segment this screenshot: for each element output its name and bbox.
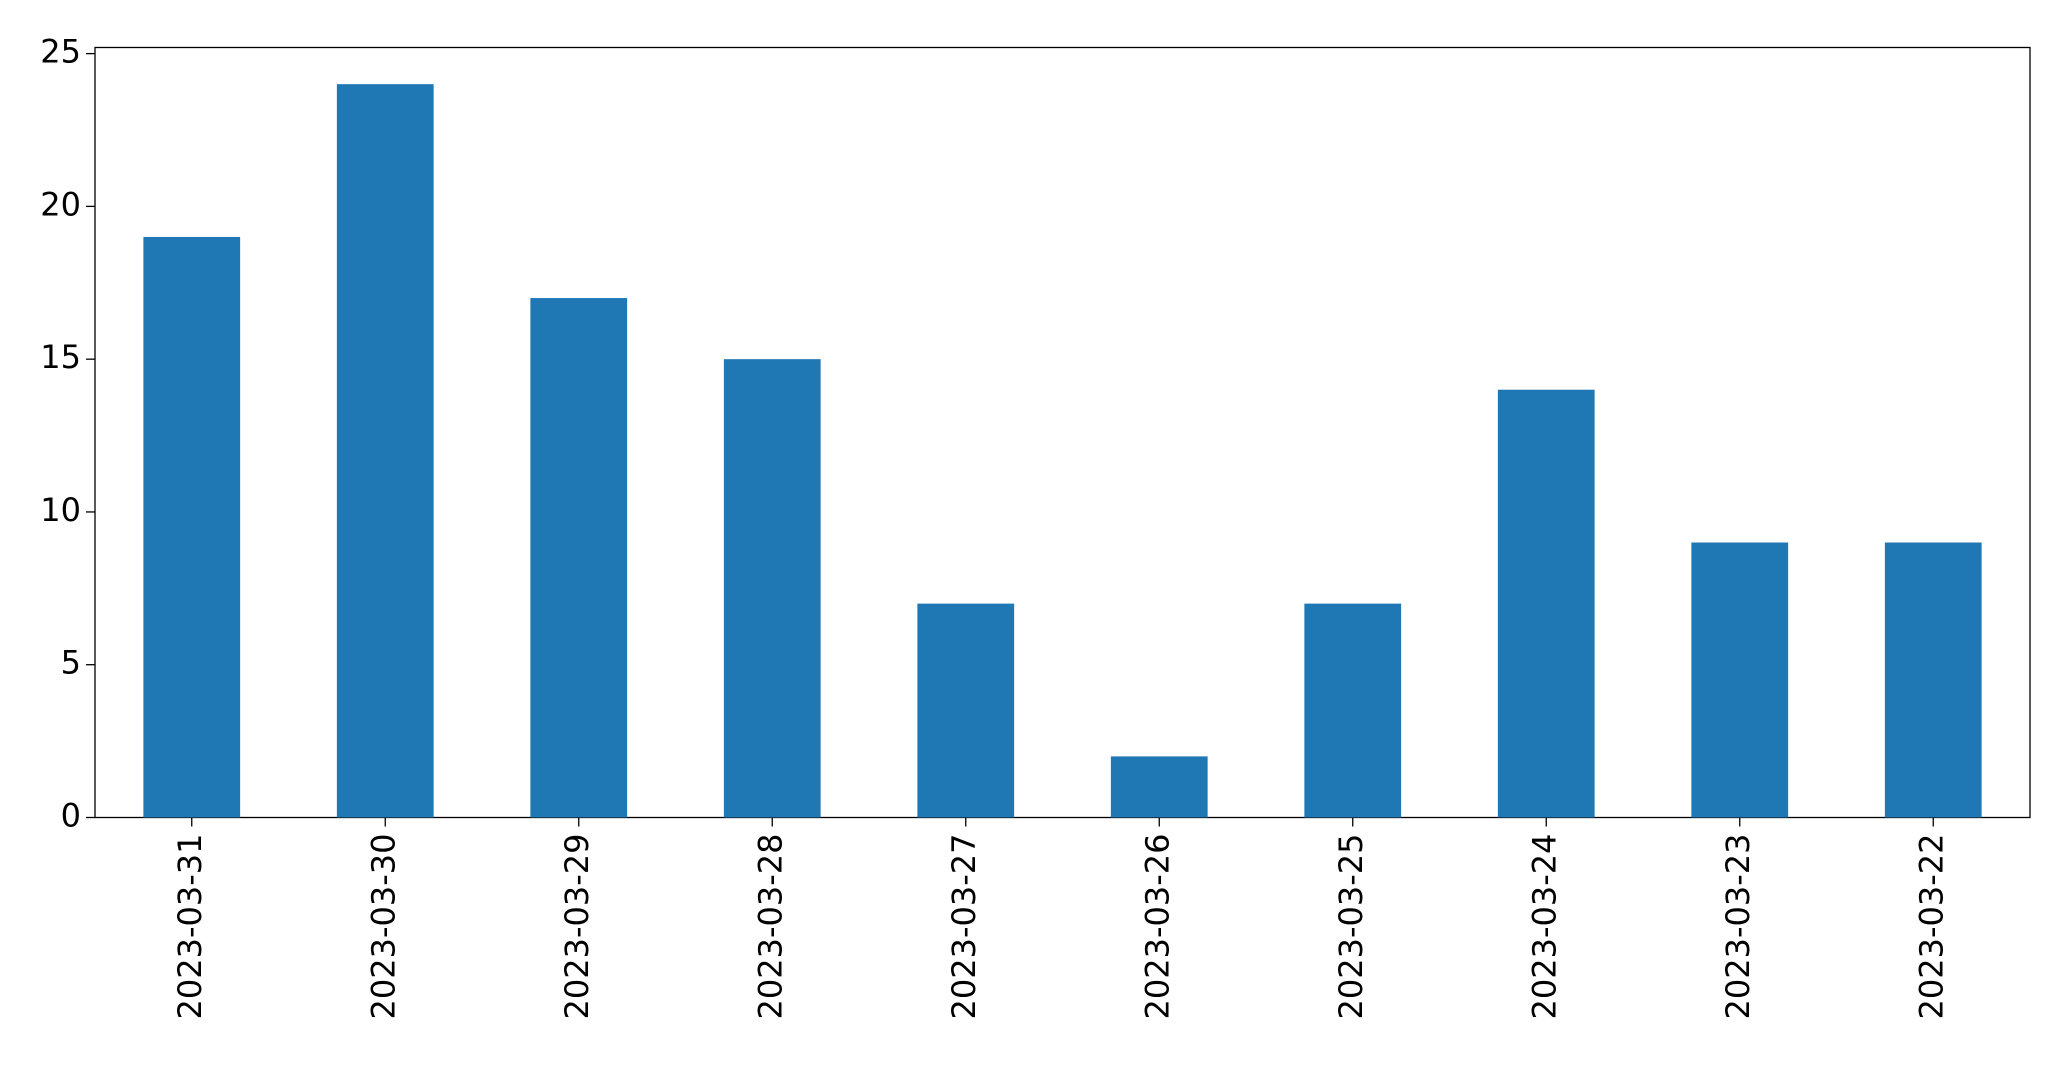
- x-tick-label: 2023-03-30: [364, 834, 402, 1020]
- axes-frame: [94, 46, 2031, 819]
- bar: [1110, 756, 1208, 818]
- x-tick-label: 2023-03-26: [1138, 834, 1176, 1020]
- bar: [336, 84, 434, 818]
- bar: [917, 603, 1015, 818]
- bar: [723, 359, 821, 818]
- y-tick-label: 20: [40, 185, 81, 223]
- x-tick-label: 2023-03-31: [171, 834, 209, 1020]
- bar: [1497, 389, 1595, 818]
- bar: [1691, 542, 1789, 818]
- x-tick-label: 2023-03-28: [751, 834, 789, 1020]
- x-tick-label: 2023-03-29: [558, 834, 596, 1020]
- x-tick-label: 2023-03-25: [1332, 834, 1370, 1020]
- x-tick-label: 2023-03-22: [1912, 834, 1950, 1020]
- bar: [1884, 542, 1982, 818]
- x-tick-label: 2023-03-24: [1525, 834, 1563, 1020]
- y-tick-label: 25: [40, 33, 81, 71]
- y-tick-label: 15: [40, 338, 81, 376]
- bar: [530, 298, 628, 818]
- bar: [1304, 603, 1402, 818]
- y-tick-label: 5: [61, 644, 81, 682]
- bar: [143, 236, 241, 818]
- x-tick-label: 2023-03-23: [1719, 834, 1757, 1020]
- y-tick-label: 10: [40, 491, 81, 529]
- x-tick-label: 2023-03-27: [945, 834, 983, 1020]
- y-tick-label: 0: [61, 797, 81, 835]
